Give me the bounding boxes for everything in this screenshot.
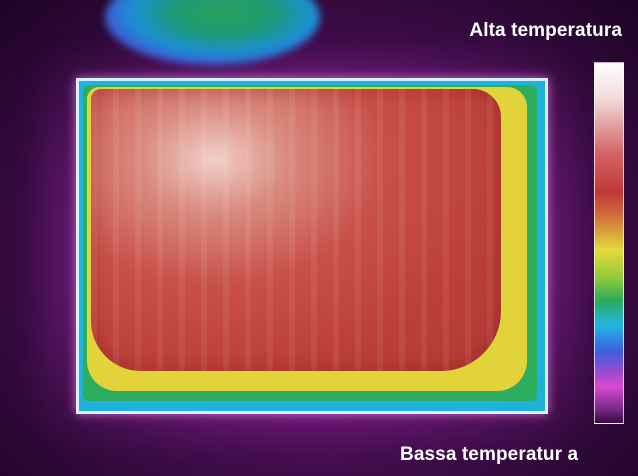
heated-object: [76, 78, 548, 414]
high-temperature-label: Alta temperatura: [469, 20, 622, 41]
surface-texture: [91, 89, 501, 371]
temperature-color-scale: [594, 62, 624, 424]
hot-core-zone: [91, 89, 501, 371]
low-temperature-label: Bassa temperatur a: [400, 444, 579, 465]
